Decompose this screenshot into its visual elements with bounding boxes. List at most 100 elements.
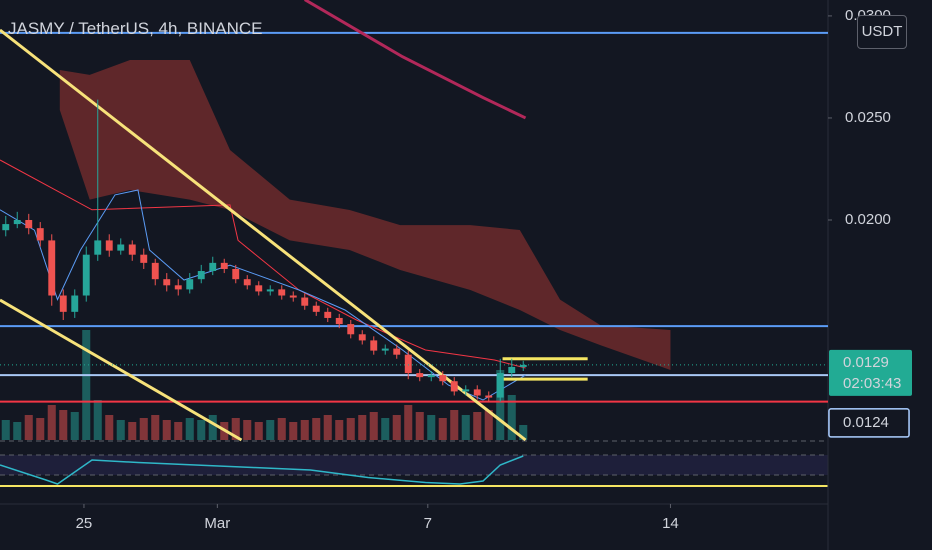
volume-bar <box>300 420 309 440</box>
indicator-line <box>0 189 526 401</box>
candle-body <box>312 305 320 312</box>
volume-bar <box>197 420 206 440</box>
candle-body <box>174 285 182 290</box>
volume-bar <box>139 418 148 440</box>
level-tag <box>828 408 910 438</box>
volume-bar <box>277 418 286 440</box>
candle-body <box>266 289 274 292</box>
indicator-line <box>0 28 527 442</box>
volume-bar <box>507 395 516 440</box>
candle-body <box>289 295 297 298</box>
candle-body <box>393 348 401 355</box>
candle-body <box>197 271 205 280</box>
x-tick-label: 7 <box>424 515 432 532</box>
volume-bar <box>289 422 298 440</box>
candle-body <box>25 220 33 229</box>
candle-body <box>370 340 378 351</box>
volume-bar <box>231 418 240 440</box>
x-tick-label: Mar <box>204 515 230 532</box>
candle-body <box>209 262 217 272</box>
volume-bar <box>105 415 114 440</box>
volume-bar <box>473 412 482 440</box>
candle-body <box>186 279 194 290</box>
volume-bar <box>381 418 390 440</box>
volume-bar <box>24 415 33 440</box>
volume-bar <box>185 418 194 440</box>
candle-body <box>462 389 470 392</box>
volume-bar <box>266 420 275 440</box>
candle-body <box>347 324 355 335</box>
candle-body <box>163 279 171 286</box>
volume-bar <box>404 405 413 440</box>
indicator-line <box>303 0 527 120</box>
candle-body <box>94 240 102 255</box>
volume-bar <box>174 422 183 440</box>
candle-body <box>48 240 56 296</box>
candle-body <box>508 366 516 374</box>
volume-bar <box>427 415 436 440</box>
volume-bar <box>93 400 102 440</box>
volume-bar <box>82 330 91 440</box>
candle-body <box>232 268 240 280</box>
candle-body <box>496 373 504 398</box>
volume-bar <box>519 425 528 440</box>
y-tick-label: 0.0200 <box>845 211 891 228</box>
candle-body <box>82 254 90 296</box>
countdown: 02:03:43 <box>843 375 901 392</box>
oscillator-band <box>0 455 828 475</box>
candle-body <box>427 375 435 378</box>
volume-bar <box>346 418 355 440</box>
volume-bar <box>208 415 217 440</box>
currency-badge[interactable]: USDT <box>857 15 907 49</box>
candle-body <box>358 334 366 341</box>
candle-body <box>335 317 343 325</box>
candle-body <box>439 375 447 382</box>
candle-body <box>71 295 79 312</box>
volume-bar <box>461 415 470 440</box>
candle-body <box>117 244 125 251</box>
volume-bar <box>392 415 401 440</box>
volume-bar <box>254 422 263 440</box>
candle-body <box>485 395 493 398</box>
x-tick-label: 14 <box>662 515 679 532</box>
candle-body <box>404 354 412 374</box>
symbol-title: JASMY / TetherUS, 4h, BINANCE <box>8 19 263 38</box>
volume-bar <box>484 410 493 440</box>
oscillator-line <box>0 455 524 485</box>
volume-bar <box>128 422 137 440</box>
volume-bar <box>369 412 378 440</box>
candle-body <box>473 389 481 396</box>
candle-body <box>255 285 263 292</box>
candle-body <box>324 311 332 318</box>
volume-bar <box>151 415 160 440</box>
candle-body <box>36 228 44 241</box>
candle-body <box>13 220 21 225</box>
candle-body <box>450 381 458 392</box>
level-tag-label: 0.0124 <box>843 414 889 431</box>
indicator-line <box>0 298 243 442</box>
candle-body <box>243 279 251 286</box>
y-tick-label: 0.0250 <box>845 109 891 126</box>
volume-bar <box>36 418 45 440</box>
volume-bar <box>358 415 367 440</box>
volume-bar <box>323 415 332 440</box>
candle-body <box>416 373 424 378</box>
volume-bar <box>47 405 56 440</box>
volume-bar <box>496 370 505 440</box>
x-tick-label: 25 <box>76 515 93 532</box>
candle-body <box>2 224 10 231</box>
volume-bar <box>450 410 459 440</box>
candle-body <box>59 295 67 312</box>
candle-body <box>519 364 527 367</box>
ichimoku-cloud <box>59 60 671 370</box>
candle-body <box>278 289 286 296</box>
candle-body <box>105 240 113 251</box>
candle-body <box>301 297 309 306</box>
volume-bar <box>70 412 79 440</box>
volume-bar <box>1 420 10 440</box>
candle-body <box>381 348 389 351</box>
volume-bar <box>415 412 424 440</box>
price-tag <box>829 349 912 396</box>
